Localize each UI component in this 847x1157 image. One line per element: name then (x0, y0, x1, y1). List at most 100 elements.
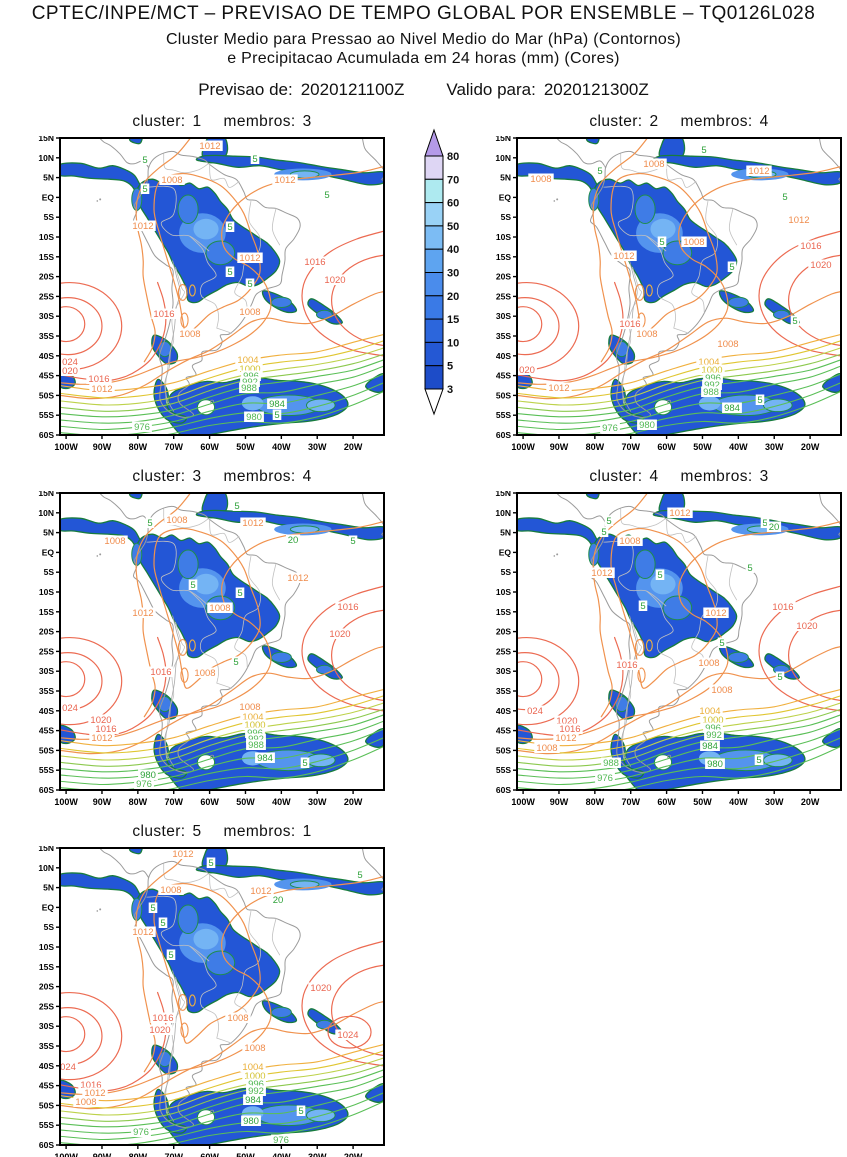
svg-text:1004: 1004 (237, 355, 258, 366)
svg-text:60S: 60S (39, 1140, 54, 1150)
svg-text:996: 996 (705, 373, 721, 384)
colorbar-tick-label: 5 (447, 361, 453, 373)
svg-text:20S: 20S (496, 627, 511, 637)
svg-text:30W: 30W (765, 797, 784, 807)
svg-text:1016: 1016 (80, 1080, 101, 1091)
colorbar-below-arrow (424, 388, 444, 416)
svg-text:1012: 1012 (239, 253, 260, 264)
svg-text:1008: 1008 (636, 329, 657, 340)
svg-text:15N: 15N (38, 136, 54, 143)
svg-text:35S: 35S (496, 686, 511, 696)
svg-text:10N: 10N (38, 508, 54, 518)
svg-text:20: 20 (769, 522, 780, 533)
svg-text:020: 020 (62, 366, 78, 377)
svg-text:024: 024 (62, 357, 78, 368)
precip-shading (61, 139, 383, 434)
svg-text:1016: 1016 (153, 309, 174, 320)
map-content: 5 1008 1012 5 1008 5 1012 1008 5 1016 1012 1020 5 5 10… (518, 139, 840, 434)
svg-text:1020: 1020 (90, 715, 111, 726)
svg-text:20: 20 (288, 535, 299, 546)
svg-text:30W: 30W (765, 442, 784, 452)
svg-text:20W: 20W (344, 442, 363, 452)
svg-text:988: 988 (241, 383, 257, 394)
svg-text:20W: 20W (801, 442, 820, 452)
svg-text:10N: 10N (38, 863, 54, 873)
colorbar-segment (424, 202, 444, 227)
svg-text:5: 5 (298, 1106, 303, 1117)
svg-text:5: 5 (190, 580, 195, 591)
svg-text:5: 5 (233, 657, 238, 668)
svg-text:EQ: EQ (42, 547, 55, 557)
svg-text:1008: 1008 (227, 1013, 248, 1024)
svg-text:980: 980 (707, 759, 723, 770)
svg-text:1008: 1008 (717, 339, 738, 350)
svg-text:980: 980 (639, 420, 655, 431)
svg-text:70W: 70W (164, 1152, 183, 1157)
svg-text:5: 5 (597, 166, 602, 177)
svg-text:5: 5 (762, 518, 767, 529)
svg-text:20W: 20W (344, 797, 363, 807)
colorbar-segment (424, 295, 444, 320)
svg-text:40S: 40S (39, 1061, 54, 1071)
svg-text:1008: 1008 (75, 1097, 96, 1108)
svg-text:984: 984 (269, 399, 285, 410)
svg-text:35S: 35S (496, 331, 511, 341)
svg-text:1012: 1012 (91, 733, 112, 744)
svg-text:1000: 1000 (239, 364, 260, 375)
svg-text:5: 5 (756, 755, 761, 766)
svg-text:5N: 5N (43, 173, 54, 183)
svg-text:40S: 40S (496, 351, 511, 361)
svg-text:50W: 50W (236, 1152, 255, 1157)
svg-text:1016: 1016 (88, 374, 109, 385)
svg-text:5: 5 (782, 192, 787, 203)
svg-text:50W: 50W (693, 442, 712, 452)
svg-text:80W: 80W (586, 797, 605, 807)
svg-text:25S: 25S (496, 646, 511, 656)
svg-text:60W: 60W (200, 442, 219, 452)
svg-text:976: 976 (133, 1127, 149, 1138)
map-frame (516, 492, 842, 791)
svg-text:1020: 1020 (324, 275, 345, 286)
svg-text:024: 024 (60, 1062, 76, 1073)
svg-text:1024: 1024 (337, 1030, 358, 1041)
svg-text:45S: 45S (496, 726, 511, 736)
colorbar-tick-label: 60 (447, 198, 459, 210)
svg-text:1012: 1012 (132, 608, 153, 619)
lon-axis: 100W 90W 80W 70W 60W 50W 40W 30W 20W (511, 435, 820, 452)
svg-text:40W: 40W (729, 442, 748, 452)
cluster-3-panel: 5 1008 1012 5 20 1008 5 1012 5 5 1016 1008 1012 1020 5… (22, 491, 388, 813)
svg-text:10N: 10N (495, 508, 511, 518)
svg-text:1008: 1008 (698, 658, 719, 669)
svg-text:40S: 40S (496, 706, 511, 716)
svg-text:15N: 15N (38, 491, 54, 498)
svg-text:80W: 80W (129, 442, 148, 452)
svg-text:980: 980 (243, 1116, 259, 1127)
svg-text:5: 5 (234, 501, 239, 512)
svg-text:50W: 50W (236, 797, 255, 807)
svg-text:1008: 1008 (166, 515, 187, 526)
svg-text:5: 5 (729, 262, 734, 273)
svg-text:1020: 1020 (149, 1025, 170, 1036)
svg-text:40W: 40W (272, 1152, 291, 1157)
svg-text:1016: 1016 (304, 257, 325, 268)
svg-text:20S: 20S (39, 272, 54, 282)
pressure-contours (61, 849, 383, 1144)
svg-text:40W: 40W (729, 797, 748, 807)
pressure-contours (61, 494, 383, 789)
svg-text:5: 5 (247, 279, 252, 290)
svg-text:5: 5 (350, 536, 355, 547)
svg-text:5: 5 (777, 672, 782, 683)
cluster-1-title: cluster: 1 membros: 3 (132, 113, 312, 130)
svg-text:EQ: EQ (42, 192, 55, 202)
svg-text:1016: 1016 (95, 724, 116, 735)
svg-text:1008: 1008 (530, 174, 551, 185)
svg-text:5: 5 (324, 190, 329, 201)
svg-text:1012: 1012 (287, 573, 308, 584)
pressure-contours (518, 494, 840, 789)
svg-text:30S: 30S (496, 666, 511, 676)
svg-text:1012: 1012 (91, 384, 112, 395)
svg-text:5: 5 (659, 237, 664, 248)
svg-text:1012: 1012 (84, 1088, 105, 1099)
svg-text:1008: 1008 (160, 885, 181, 896)
